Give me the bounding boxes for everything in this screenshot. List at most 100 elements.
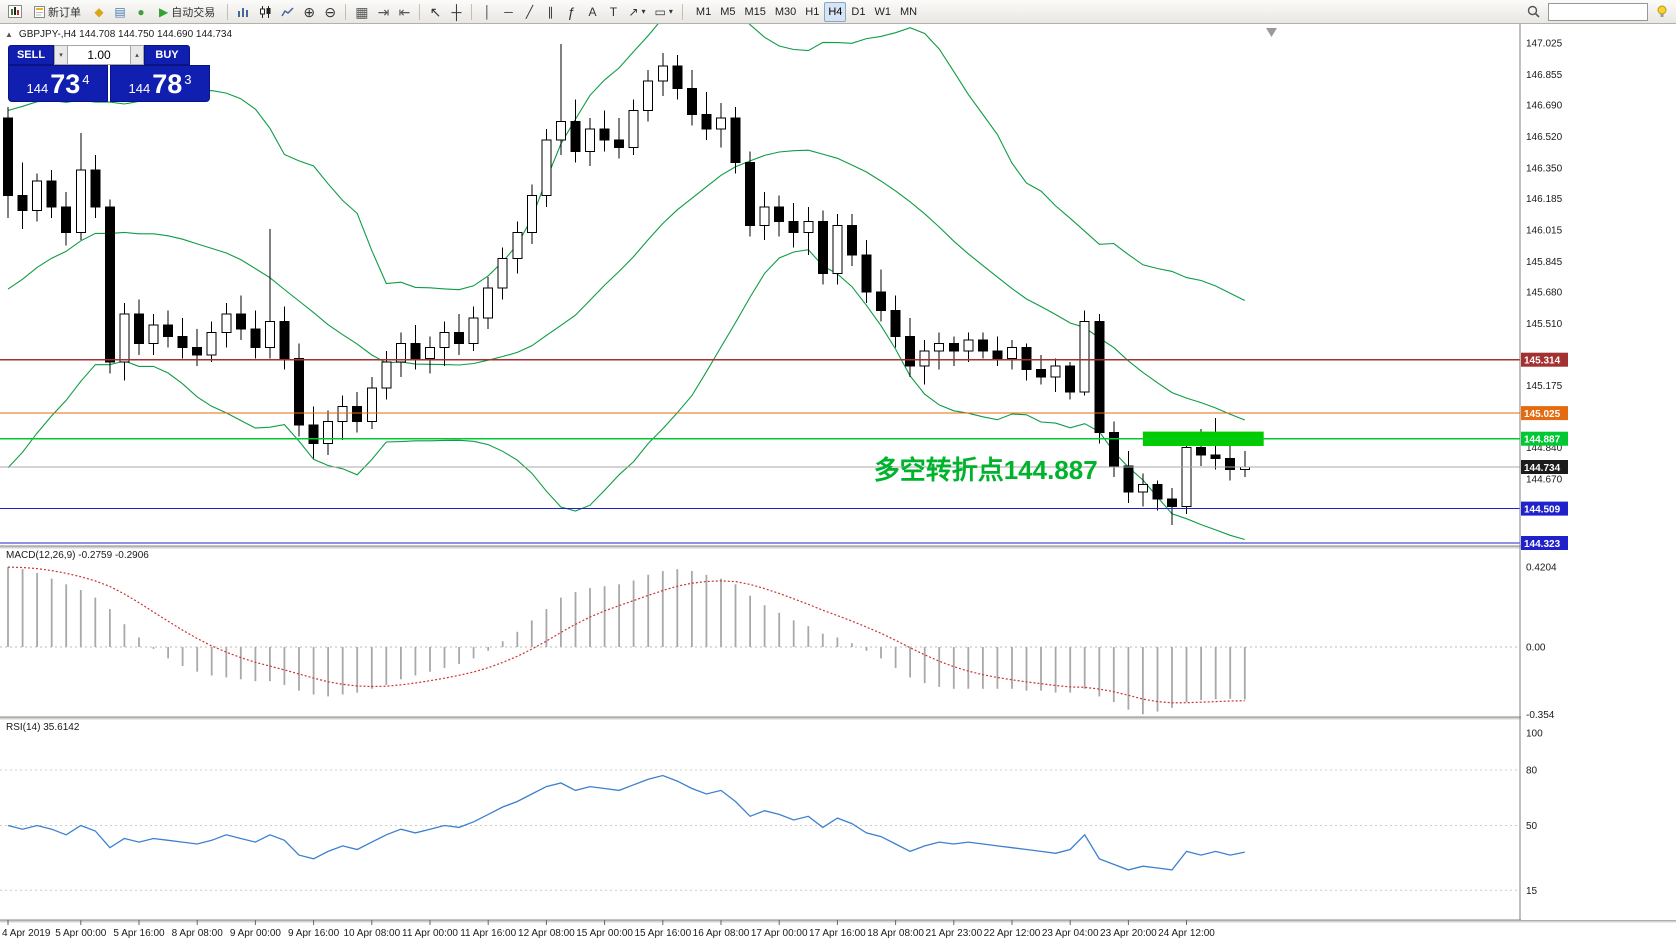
pane-separator[interactable] bbox=[0, 545, 1676, 550]
channel-button[interactable]: ∥ bbox=[540, 2, 560, 22]
rsi-pane-label: RSI(14) 35.6142 bbox=[6, 722, 80, 733]
time-axis-label: 4 Apr 2019 bbox=[2, 928, 51, 939]
chart-window-icon[interactable] bbox=[4, 2, 26, 22]
timeframe-h4-button[interactable]: H4 bbox=[824, 1, 847, 22]
chevron-down-icon: ▾ bbox=[668, 6, 673, 16]
cursor-button[interactable]: ↖ bbox=[425, 2, 445, 22]
pane-separator[interactable] bbox=[0, 716, 1676, 721]
autotrading-button[interactable]: ▶ 自动交易 bbox=[152, 2, 222, 22]
tile-windows-button[interactable]: ▦ bbox=[351, 2, 372, 22]
svg-text:144.323: 144.323 bbox=[1524, 539, 1561, 550]
sell-button[interactable]: SELL bbox=[8, 45, 54, 65]
sell-price-button[interactable]: 144 73 4 bbox=[8, 65, 108, 102]
price-axis-label: 146.185 bbox=[1526, 194, 1563, 205]
sell-price-pips: 73 bbox=[50, 69, 81, 100]
auto-scroll-button[interactable]: ⇥ bbox=[373, 2, 393, 22]
horizontal-line-icon: ─ bbox=[504, 4, 513, 19]
rsi-axis-label: 80 bbox=[1526, 766, 1538, 777]
text-label-button[interactable]: T bbox=[603, 2, 623, 22]
chart-shift-icon: ⇤ bbox=[398, 3, 411, 20]
candlestick-chart-button[interactable] bbox=[255, 2, 276, 22]
new-order-icon bbox=[34, 5, 45, 18]
text-button[interactable]: A bbox=[582, 2, 602, 22]
mini-chart-icon bbox=[8, 5, 22, 18]
volume-down-button[interactable]: ▾ bbox=[54, 45, 68, 65]
price-axis-label: 146.855 bbox=[1526, 70, 1563, 81]
price-axis-label: 145.175 bbox=[1526, 381, 1563, 392]
timeframe-m30-button[interactable]: M30 bbox=[771, 2, 800, 22]
fibonacci-button[interactable]: ƒ bbox=[561, 2, 581, 22]
timeframe-h1-button[interactable]: H1 bbox=[801, 2, 823, 22]
timeframe-d1-button[interactable]: D1 bbox=[847, 2, 869, 22]
horizontal-lines[interactable] bbox=[0, 359, 1520, 544]
price-axis-label: 145.845 bbox=[1526, 257, 1563, 268]
collapse-one-click-icon[interactable]: ▲ bbox=[5, 30, 13, 39]
annotation-text: 多空转折点144.887 bbox=[873, 455, 1098, 486]
crosshair-button[interactable]: ┼ bbox=[446, 2, 466, 22]
text-label-icon: T bbox=[609, 4, 618, 19]
buy-price-pips: 78 bbox=[152, 69, 183, 100]
sell-price-pipette: 4 bbox=[82, 72, 90, 87]
symbol-search-button[interactable] bbox=[1523, 2, 1544, 22]
bollinger-bands bbox=[7, 0, 1246, 541]
time-axis-label: 16 Apr 08:00 bbox=[693, 928, 750, 939]
pane-separator[interactable] bbox=[0, 919, 1676, 924]
candlestick-icon bbox=[260, 5, 271, 18]
buy-button[interactable]: BUY bbox=[144, 45, 190, 65]
shapes-button[interactable]: ▭ ▾ bbox=[651, 2, 677, 22]
line-chart-button[interactable] bbox=[277, 2, 298, 22]
search-icon bbox=[1527, 5, 1540, 18]
vertical-line-button[interactable]: │ bbox=[477, 2, 497, 22]
help-button[interactable] bbox=[1652, 2, 1672, 22]
chart-shift-button[interactable]: ⇤ bbox=[394, 2, 414, 22]
time-axis-label: 23 Apr 04:00 bbox=[1042, 928, 1099, 939]
navigator-icon[interactable]: ● bbox=[131, 2, 151, 22]
chart-background[interactable] bbox=[0, 24, 1676, 945]
cursor-icon: ↖ bbox=[429, 3, 442, 20]
market-watch-icon[interactable]: ◆ bbox=[89, 2, 109, 22]
text-icon: A bbox=[588, 4, 597, 19]
arrows-button[interactable]: ↗ ▾ bbox=[624, 2, 649, 22]
lightbulb-icon bbox=[1657, 5, 1667, 17]
time-axis-label: 18 Apr 08:00 bbox=[867, 928, 924, 939]
volume-input[interactable] bbox=[68, 45, 130, 65]
data-window-icon[interactable]: ▤ bbox=[110, 2, 130, 22]
chevron-down-icon: ▾ bbox=[641, 6, 646, 16]
time-axis-label: 5 Apr 00:00 bbox=[55, 928, 107, 939]
time-axis-label: 24 Apr 12:00 bbox=[1158, 928, 1215, 939]
price-axis-label: 147.025 bbox=[1526, 39, 1563, 50]
timeframe-mn-button[interactable]: MN bbox=[896, 2, 921, 22]
time-axis-label: 11 Apr 16:00 bbox=[460, 928, 516, 939]
timeframe-m5-button[interactable]: M5 bbox=[716, 2, 739, 22]
time-axis-label: 10 Apr 08:00 bbox=[343, 928, 400, 939]
timeframe-m1-button[interactable]: M1 bbox=[692, 2, 715, 22]
timeframe-m15-button[interactable]: M15 bbox=[740, 2, 769, 22]
zoom-out-button[interactable]: ⊖ bbox=[320, 2, 340, 22]
time-axis[interactable] bbox=[0, 923, 1676, 945]
time-axis-label: 17 Apr 00:00 bbox=[751, 928, 808, 939]
price-axis-label: 146.015 bbox=[1526, 225, 1563, 236]
crosshair-icon: ┼ bbox=[451, 3, 462, 20]
toolbar-separator bbox=[345, 3, 347, 20]
price-axis-label: 145.510 bbox=[1526, 319, 1563, 330]
volume-up-button[interactable]: ▴ bbox=[130, 45, 144, 65]
bar-chart-button[interactable] bbox=[233, 2, 254, 22]
price-axis-label: 146.690 bbox=[1526, 101, 1563, 112]
fibonacci-icon: ƒ bbox=[567, 3, 576, 20]
chart-shift-marker[interactable] bbox=[1266, 28, 1277, 37]
sell-price-big: 144 bbox=[26, 80, 49, 96]
search-input[interactable] bbox=[1548, 2, 1648, 21]
time-axis-label: 21 Apr 23:00 bbox=[925, 928, 982, 939]
price-tag: 144.734 bbox=[1521, 460, 1568, 474]
horizontal-line-button[interactable]: ─ bbox=[498, 2, 518, 22]
timeframe-w1-button[interactable]: W1 bbox=[870, 2, 895, 22]
new-order-button[interactable]: 新订单 bbox=[27, 2, 88, 22]
trendline-button[interactable]: ╱ bbox=[519, 2, 539, 22]
zoom-in-icon: ⊕ bbox=[303, 3, 316, 20]
zoom-in-button[interactable]: ⊕ bbox=[299, 2, 319, 22]
buy-price-button[interactable]: 144 78 3 bbox=[110, 65, 210, 102]
